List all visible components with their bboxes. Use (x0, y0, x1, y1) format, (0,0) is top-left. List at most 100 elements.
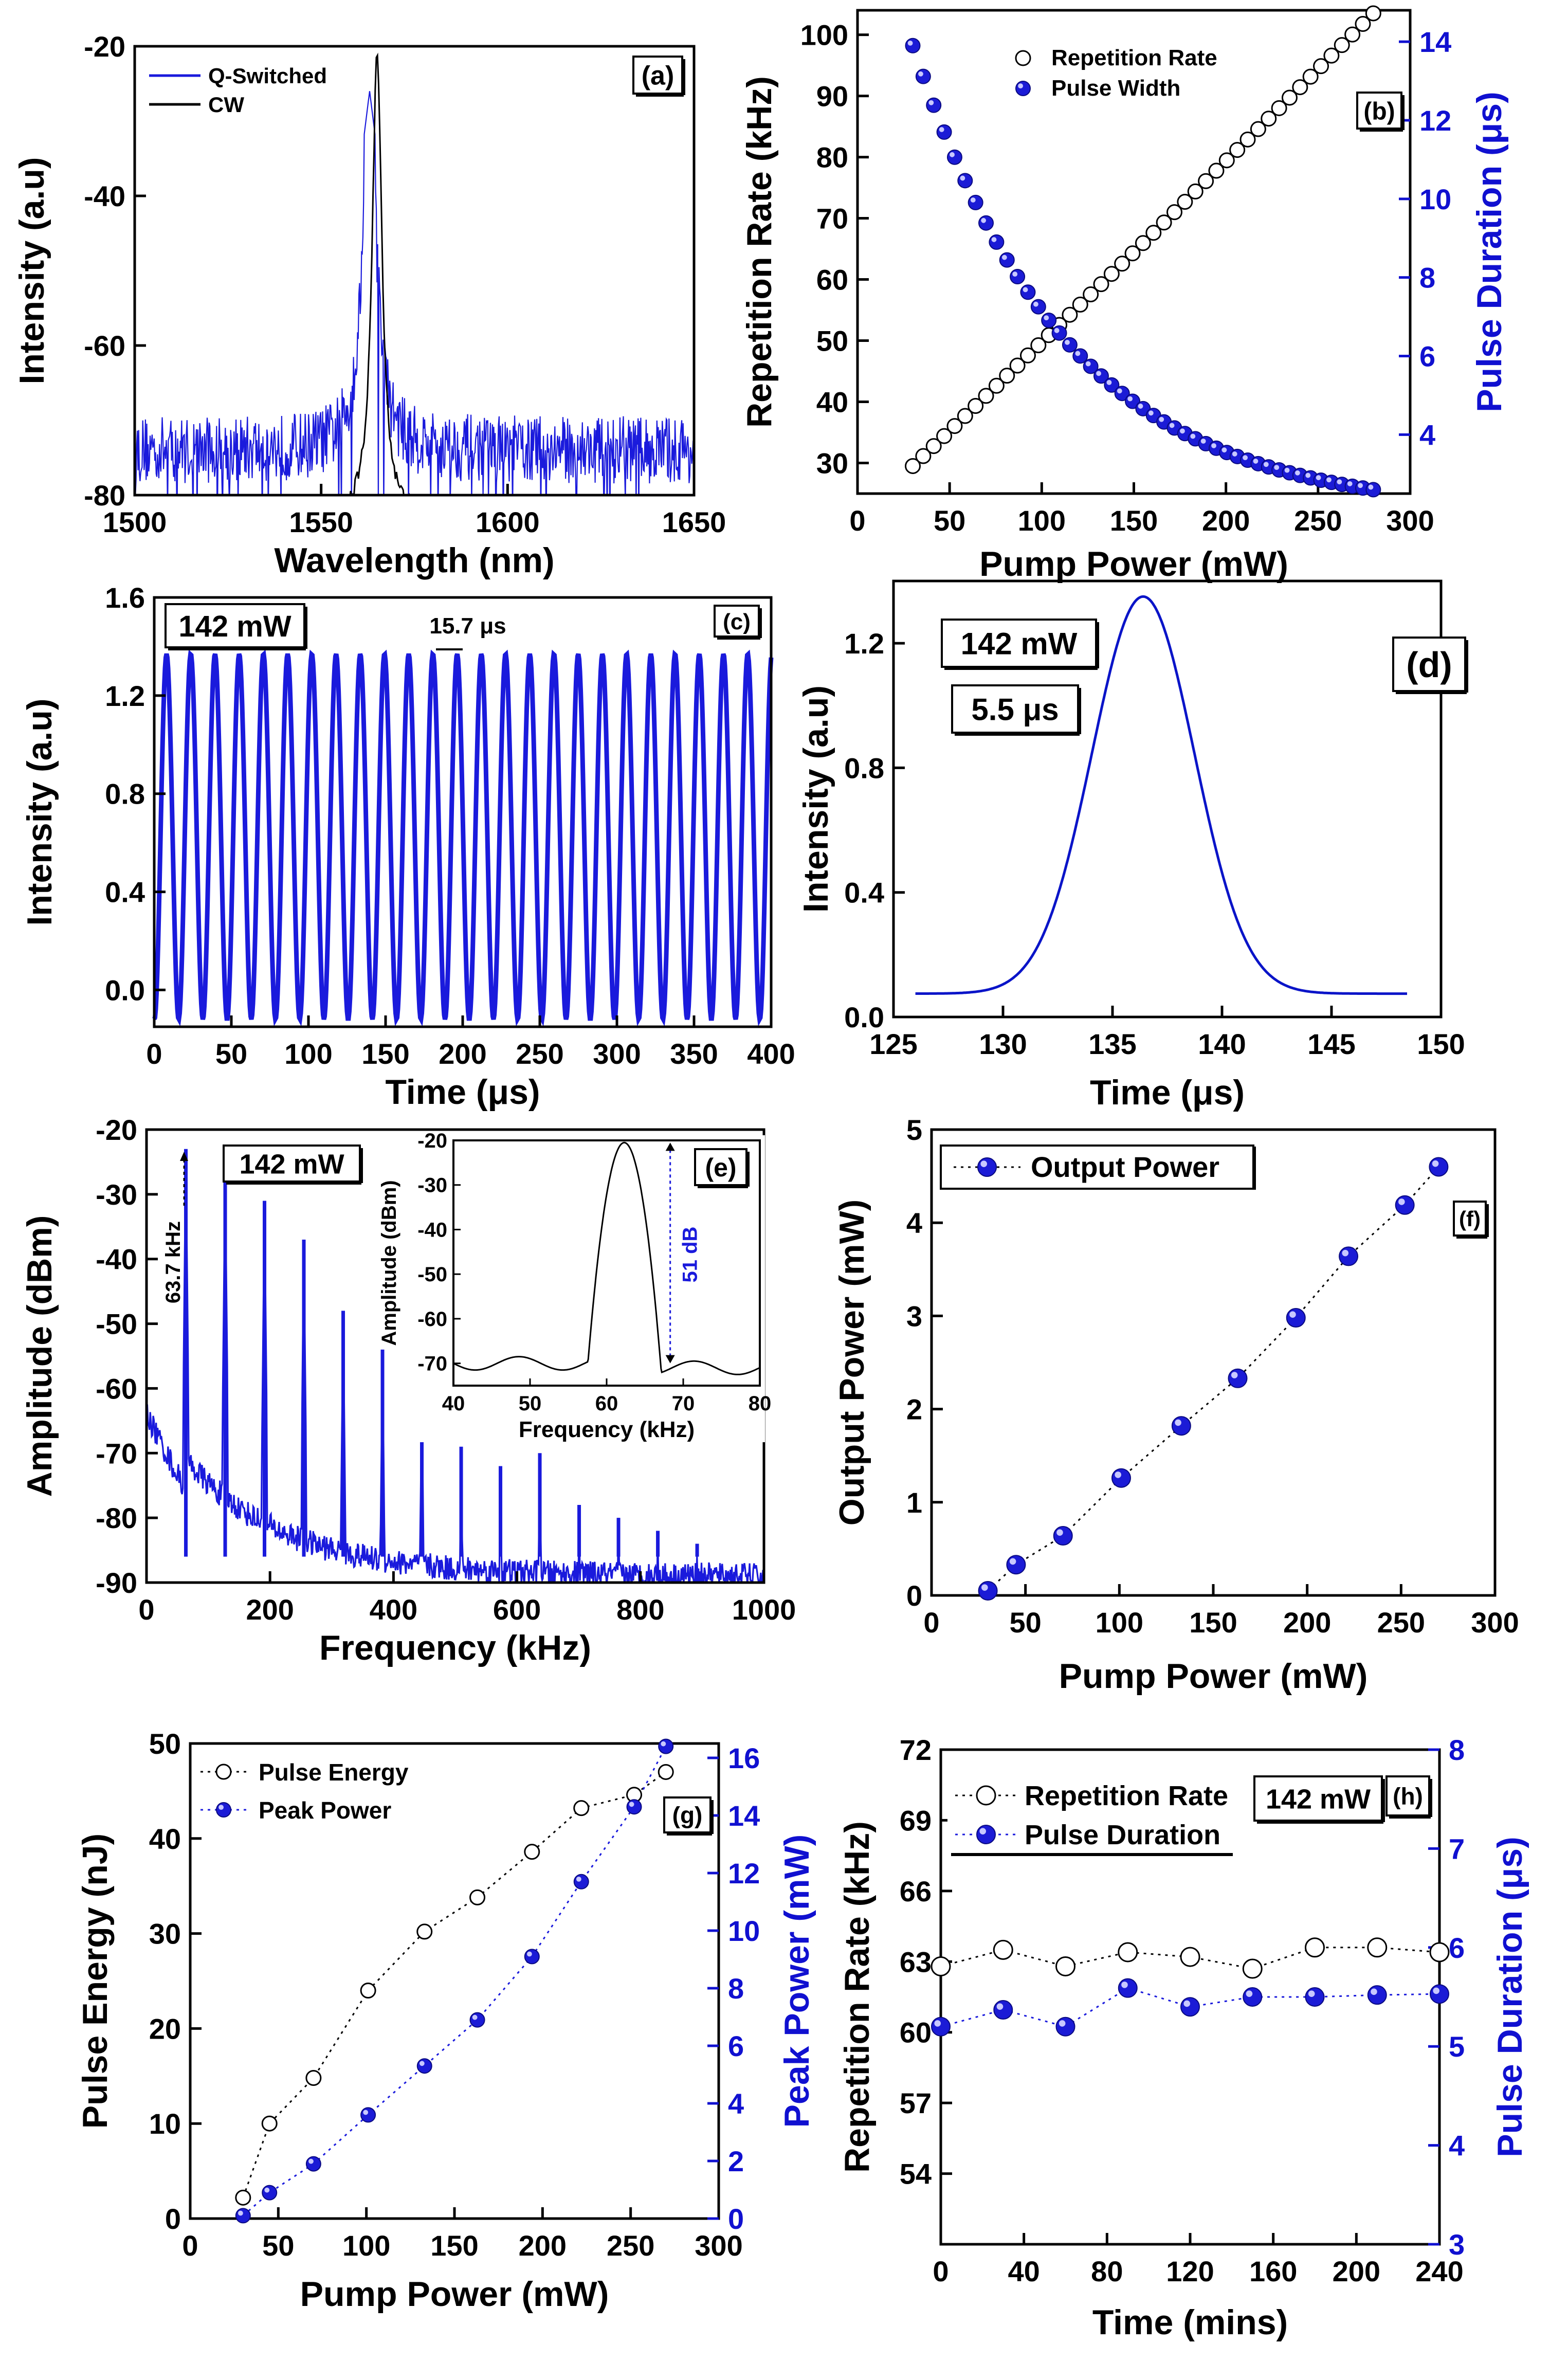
y-tick-label: -50 (96, 1308, 137, 1340)
y-tick-label: 0.0 (844, 1001, 884, 1033)
y-axis-label: Intensity (a.u) (12, 157, 51, 384)
repetition-rate-point (946, 418, 963, 434)
pulse-width-point-highlight (1106, 379, 1112, 385)
inset-x-tick-label: 80 (749, 1392, 772, 1415)
y2-tick-label: 6 (1449, 1932, 1465, 1964)
pulse-width-point-highlight (1305, 473, 1311, 478)
pulse-width-point-highlight (1211, 443, 1216, 448)
x-tick-label: 50 (215, 1038, 247, 1070)
x-tick-label: 300 (695, 2229, 742, 2262)
panel-label-c-box (714, 605, 760, 638)
y2-tick-label: 0 (728, 2203, 744, 2235)
x-tick-label: 600 (493, 1593, 541, 1626)
x-tick-label: 100 (1096, 1606, 1143, 1639)
pulse-width-point (946, 149, 962, 165)
output-power-point-highlight (1056, 1529, 1063, 1536)
y-axis-label: Repetition Rate (kHz) (740, 76, 779, 428)
pulse-duration-point-highlight (1246, 1990, 1253, 1997)
inset-y-tick-label: -40 (417, 1219, 447, 1241)
y-tick-label: 2 (906, 1393, 922, 1426)
pulse-train-line (152, 649, 774, 1027)
y2-tick-label: 10 (728, 1915, 760, 1947)
panel-label-b-box (1356, 92, 1402, 130)
output-power-point-highlight (981, 1584, 988, 1591)
x-tick-label: 0 (146, 1038, 162, 1070)
y-tick-label: 0 (165, 2203, 181, 2235)
pulse-width-point-highlight (981, 217, 987, 223)
repetition-rate-point (1292, 79, 1308, 96)
y2-tick-label: 8 (1419, 262, 1435, 294)
pulse-width-point-highlight (1033, 301, 1038, 307)
y2-tick-label: 16 (728, 1742, 760, 1774)
panel-label-c: (c) (723, 609, 751, 634)
peak-power-point (262, 2185, 278, 2201)
panel-label-a: (a) (642, 61, 674, 91)
legend-output-power-marker (977, 1157, 997, 1177)
x-tick-label: 300 (1471, 1606, 1519, 1639)
peak-power-point-highlight (629, 1802, 634, 1807)
x-tick-label: 300 (1386, 504, 1434, 537)
y-tick-label: 54 (900, 2158, 932, 2190)
peak-power-point-highlight (363, 2110, 369, 2115)
x-tick-label: 1000 (732, 1593, 796, 1626)
pulse-width-point-highlight (950, 152, 955, 157)
y-axis-label: Output Power (mW) (832, 1200, 871, 1526)
legend-background (947, 1775, 1230, 1852)
repetition-rate-point (1118, 1942, 1138, 1963)
peak-power-point (658, 1738, 674, 1754)
y2-tick-label: 4 (728, 2087, 744, 2120)
y-tick-label: 1.2 (844, 627, 884, 660)
repetition-rate-point (905, 458, 921, 474)
y-tick-label: 40 (149, 1823, 181, 1855)
x-tick-label: 200 (1283, 1606, 1331, 1639)
repetition-rate-point (1019, 347, 1036, 364)
y-axis-label: Amplitude (dBm) (20, 1215, 59, 1497)
y-tick-label: 57 (900, 2087, 932, 2119)
y2-axis-label: Peak Power (mW) (777, 1834, 816, 2128)
output-power-point (1111, 1468, 1131, 1488)
panel-label-h: (h) (1393, 1783, 1423, 1810)
pulse-width-point-highlight (1180, 428, 1185, 434)
y-tick-label: 69 (900, 1804, 932, 1837)
legend-cw-label: CW (208, 93, 244, 117)
y-tick-label: 63 (900, 1946, 932, 1978)
x-tick-label: 125 (869, 1028, 917, 1060)
width-label: 5.5 μs (971, 693, 1059, 727)
pulse-width-point-highlight (1075, 351, 1081, 356)
y-tick-label: 0.8 (105, 778, 145, 810)
period-label: 15.7 μs (429, 613, 506, 639)
x-tick-label: 200 (1202, 504, 1250, 537)
repetition-rate-point (1365, 5, 1381, 22)
y-tick-label: 80 (816, 141, 848, 174)
repetition-rate-point (993, 1939, 1013, 1960)
x-tick-label: 250 (607, 2229, 654, 2262)
repetition-rate-point (988, 377, 1005, 394)
peak-power-point-highlight (576, 1877, 581, 1882)
repetition-rate-point (1072, 296, 1088, 313)
repetition-rate-point (968, 397, 984, 414)
x-tick-label: 150 (1417, 1028, 1465, 1060)
y-tick-label: 70 (816, 203, 848, 235)
pulse-width-point-highlight (1347, 481, 1353, 486)
repetition-rate-line (940, 1947, 1440, 1970)
output-power-point (1171, 1416, 1191, 1436)
pulse-width-point-highlight (939, 127, 944, 132)
panel-h: 0 40 80 120 160 200 240 54 57 60 63 66 69 72 3 4 5 6 7 8 Tim… (837, 1734, 1529, 2342)
x-tick-label: 100 (1018, 504, 1066, 537)
pulse-duration-point-highlight (1308, 1990, 1315, 1997)
x-axis-label: Pump Power (mW) (1059, 1657, 1368, 1696)
x-axis-label: Frequency (kHz) (319, 1628, 591, 1667)
peak-power-point-highlight (472, 2014, 478, 2020)
spacing-label: 63.7 kHz (162, 1221, 185, 1303)
panel-label-g: (g) (672, 1802, 703, 1829)
x-tick-label: 200 (1333, 2255, 1380, 2287)
y-tick-label: 20 (149, 2012, 181, 2045)
pulse-width-point (905, 38, 921, 53)
repetition-rate-point (1229, 142, 1246, 158)
repetition-rate-point (1218, 152, 1235, 169)
pulse-energy-point (360, 1982, 376, 1999)
pulse-width-point-highlight (1221, 447, 1227, 453)
x-axis-label: Time (mins) (1092, 2303, 1288, 2342)
pulse-width-point (1365, 482, 1381, 498)
repetition-rate-point (915, 448, 932, 464)
